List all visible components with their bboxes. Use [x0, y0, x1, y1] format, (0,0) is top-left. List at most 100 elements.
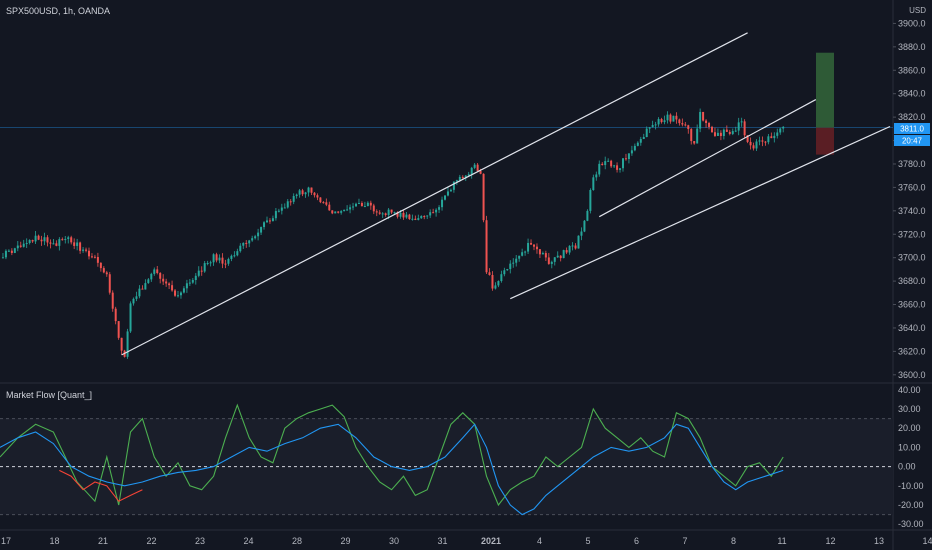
candle-body — [4, 250, 7, 258]
candle-body — [316, 195, 319, 198]
candle-body — [776, 132, 779, 136]
candle-body — [734, 130, 737, 132]
candle-body — [449, 189, 452, 192]
candle-body — [209, 262, 212, 264]
x-tick-label: 30 — [389, 536, 399, 546]
candle-body — [577, 235, 580, 249]
candle-body — [550, 261, 553, 264]
y-tick-label: 3760.0 — [898, 182, 926, 192]
candle-body — [177, 295, 179, 297]
candle-body — [672, 115, 675, 122]
candle-body — [182, 288, 185, 293]
candle-body — [770, 136, 773, 139]
candle-body — [108, 274, 111, 293]
trendlines[interactable] — [121, 32, 891, 356]
y-tick-label: 3620.0 — [898, 346, 926, 356]
x-tick-label: 2021 — [481, 536, 501, 546]
candle-body — [280, 207, 283, 211]
candle-body — [90, 256, 93, 258]
candle-body — [464, 175, 467, 178]
candle-body — [470, 167, 473, 175]
candle-body — [179, 292, 182, 296]
candle-body — [372, 205, 375, 212]
y-tick-label: 3720.0 — [898, 229, 926, 239]
candle-body — [482, 173, 485, 221]
candle-body — [562, 250, 565, 259]
indicator-series-line — [59, 469, 143, 502]
candle-body — [627, 153, 630, 160]
candle-body — [666, 114, 669, 121]
candle-body — [390, 209, 393, 213]
candle-body — [749, 141, 752, 146]
candle-body — [619, 168, 622, 170]
candle-body — [574, 245, 577, 249]
axes: 3900.03880.03860.03840.03820.03800.03780… — [1, 18, 932, 546]
candle-body — [396, 212, 399, 217]
candle-body — [162, 278, 165, 282]
candle-body — [553, 257, 556, 262]
candle-body — [583, 220, 586, 232]
x-tick-label: 18 — [49, 536, 59, 546]
candle-body — [408, 214, 411, 220]
candle-body — [13, 248, 16, 253]
candle-body — [598, 163, 601, 175]
ind-y-tick-label: 20.00 — [898, 423, 921, 433]
candle-body — [85, 249, 88, 251]
candle-body — [527, 242, 530, 252]
candle-body — [88, 250, 90, 257]
candle-body — [500, 274, 503, 282]
candle-body — [384, 213, 387, 215]
candle-body — [105, 272, 108, 275]
candle-body — [55, 243, 58, 246]
candle-body — [589, 190, 592, 211]
chart-title: SPX500USD, 1h, OANDA — [6, 6, 111, 16]
candle-body — [114, 308, 117, 322]
candle-body — [286, 201, 289, 208]
candle-body — [702, 111, 705, 121]
trendline — [510, 125, 891, 300]
candle-body — [7, 250, 10, 252]
candle-body — [713, 132, 716, 136]
candle-body — [245, 242, 248, 244]
candle-body — [1, 257, 4, 259]
candle-body — [423, 216, 426, 218]
x-tick-label: 13 — [874, 536, 884, 546]
candle-body — [132, 298, 135, 304]
candle-body — [363, 206, 366, 208]
candle-body — [52, 243, 55, 245]
candle-body — [126, 331, 129, 357]
indicator-series-line — [0, 403, 784, 507]
candle-body — [218, 257, 221, 261]
candle-body — [580, 231, 583, 236]
candle-body — [325, 202, 328, 205]
candle-body — [586, 210, 589, 221]
candle-body — [117, 321, 120, 338]
candle-body — [147, 279, 150, 284]
candle-body — [521, 252, 524, 256]
trendline — [121, 32, 748, 356]
candle-body — [556, 255, 559, 258]
candle-body — [613, 165, 616, 167]
candle-body — [455, 180, 458, 182]
candle-body — [458, 176, 461, 181]
candle-body — [260, 227, 263, 233]
y-tick-label: 3600.0 — [898, 370, 926, 380]
candle-body — [171, 285, 174, 291]
candle-body — [295, 194, 298, 197]
price-badges: 3811.0 20:47 — [894, 123, 930, 146]
candle-body — [441, 199, 444, 208]
candle-body — [426, 215, 429, 217]
candle-body — [660, 119, 663, 123]
x-tick-label: 5 — [585, 536, 590, 546]
candle-body — [432, 212, 435, 214]
candle-body — [711, 126, 713, 133]
candle-body — [242, 242, 245, 246]
candle-body — [43, 237, 46, 242]
candle-body — [405, 214, 408, 218]
candle-body — [541, 253, 544, 255]
candle-body — [248, 240, 251, 244]
candle-body — [360, 203, 363, 207]
y-tick-label: 3680.0 — [898, 276, 926, 286]
